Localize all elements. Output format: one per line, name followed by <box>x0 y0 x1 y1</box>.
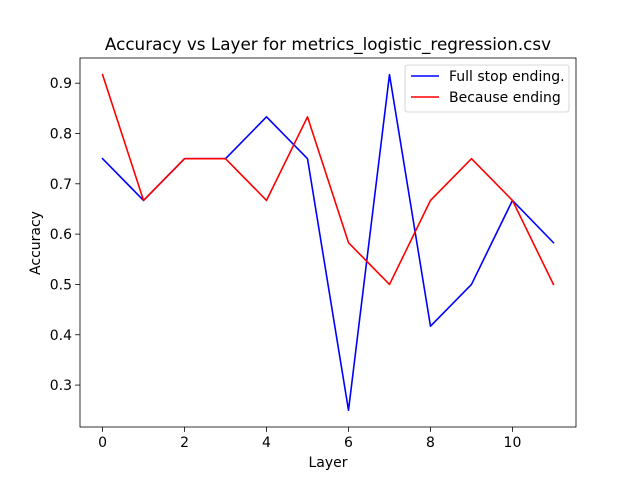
data-point <box>307 116 309 118</box>
y-tick-label: 0.7 <box>50 177 72 193</box>
x-axis-label: Layer <box>308 455 347 471</box>
data-point <box>266 116 268 118</box>
data-point <box>389 284 391 286</box>
data-point <box>184 158 186 160</box>
legend-box <box>404 64 570 113</box>
data-point <box>266 200 268 202</box>
data-point <box>471 158 473 160</box>
y-tick-label: 0.3 <box>50 378 72 394</box>
data-point <box>102 158 104 160</box>
data-point <box>348 409 350 411</box>
y-tick-label: 0.9 <box>50 76 72 92</box>
data-point <box>389 74 391 76</box>
data-point <box>512 200 514 202</box>
y-tick-label: 0.4 <box>50 328 72 344</box>
x-tick-label: 10 <box>504 435 522 451</box>
x-tick-label: 0 <box>98 435 107 451</box>
series-line-1 <box>101 73 555 286</box>
data-point <box>102 74 104 76</box>
y-tick-label: 0.8 <box>50 126 72 142</box>
data-point <box>471 284 473 286</box>
data-point <box>307 158 309 160</box>
legend-label: Because ending <box>449 90 561 106</box>
data-point <box>225 158 227 160</box>
data-point <box>430 200 432 202</box>
chart-title: Accuracy vs Layer for metrics_logistic_r… <box>105 34 551 55</box>
y-tick-label: 0.6 <box>50 227 72 243</box>
y-tick-label: 0.5 <box>50 277 72 293</box>
x-tick-label: 2 <box>180 435 189 451</box>
plot-area: 0 2 4 6 8 10 0.3 0.4 0.5 0.6 0.7 0.8 0.9 Full stop en… <box>50 57 577 451</box>
x-tick-label: 4 <box>262 435 271 451</box>
axes-frame <box>79 57 577 428</box>
data-point <box>348 242 350 244</box>
legend-label: Full stop ending. <box>449 69 565 85</box>
data-point <box>553 242 555 244</box>
data-point <box>143 200 145 202</box>
x-tick-label: 8 <box>426 435 435 451</box>
data-point <box>553 284 555 286</box>
y-axis-label: Accuracy <box>28 211 44 275</box>
data-point <box>430 325 432 327</box>
x-tick-label: 6 <box>344 435 353 451</box>
